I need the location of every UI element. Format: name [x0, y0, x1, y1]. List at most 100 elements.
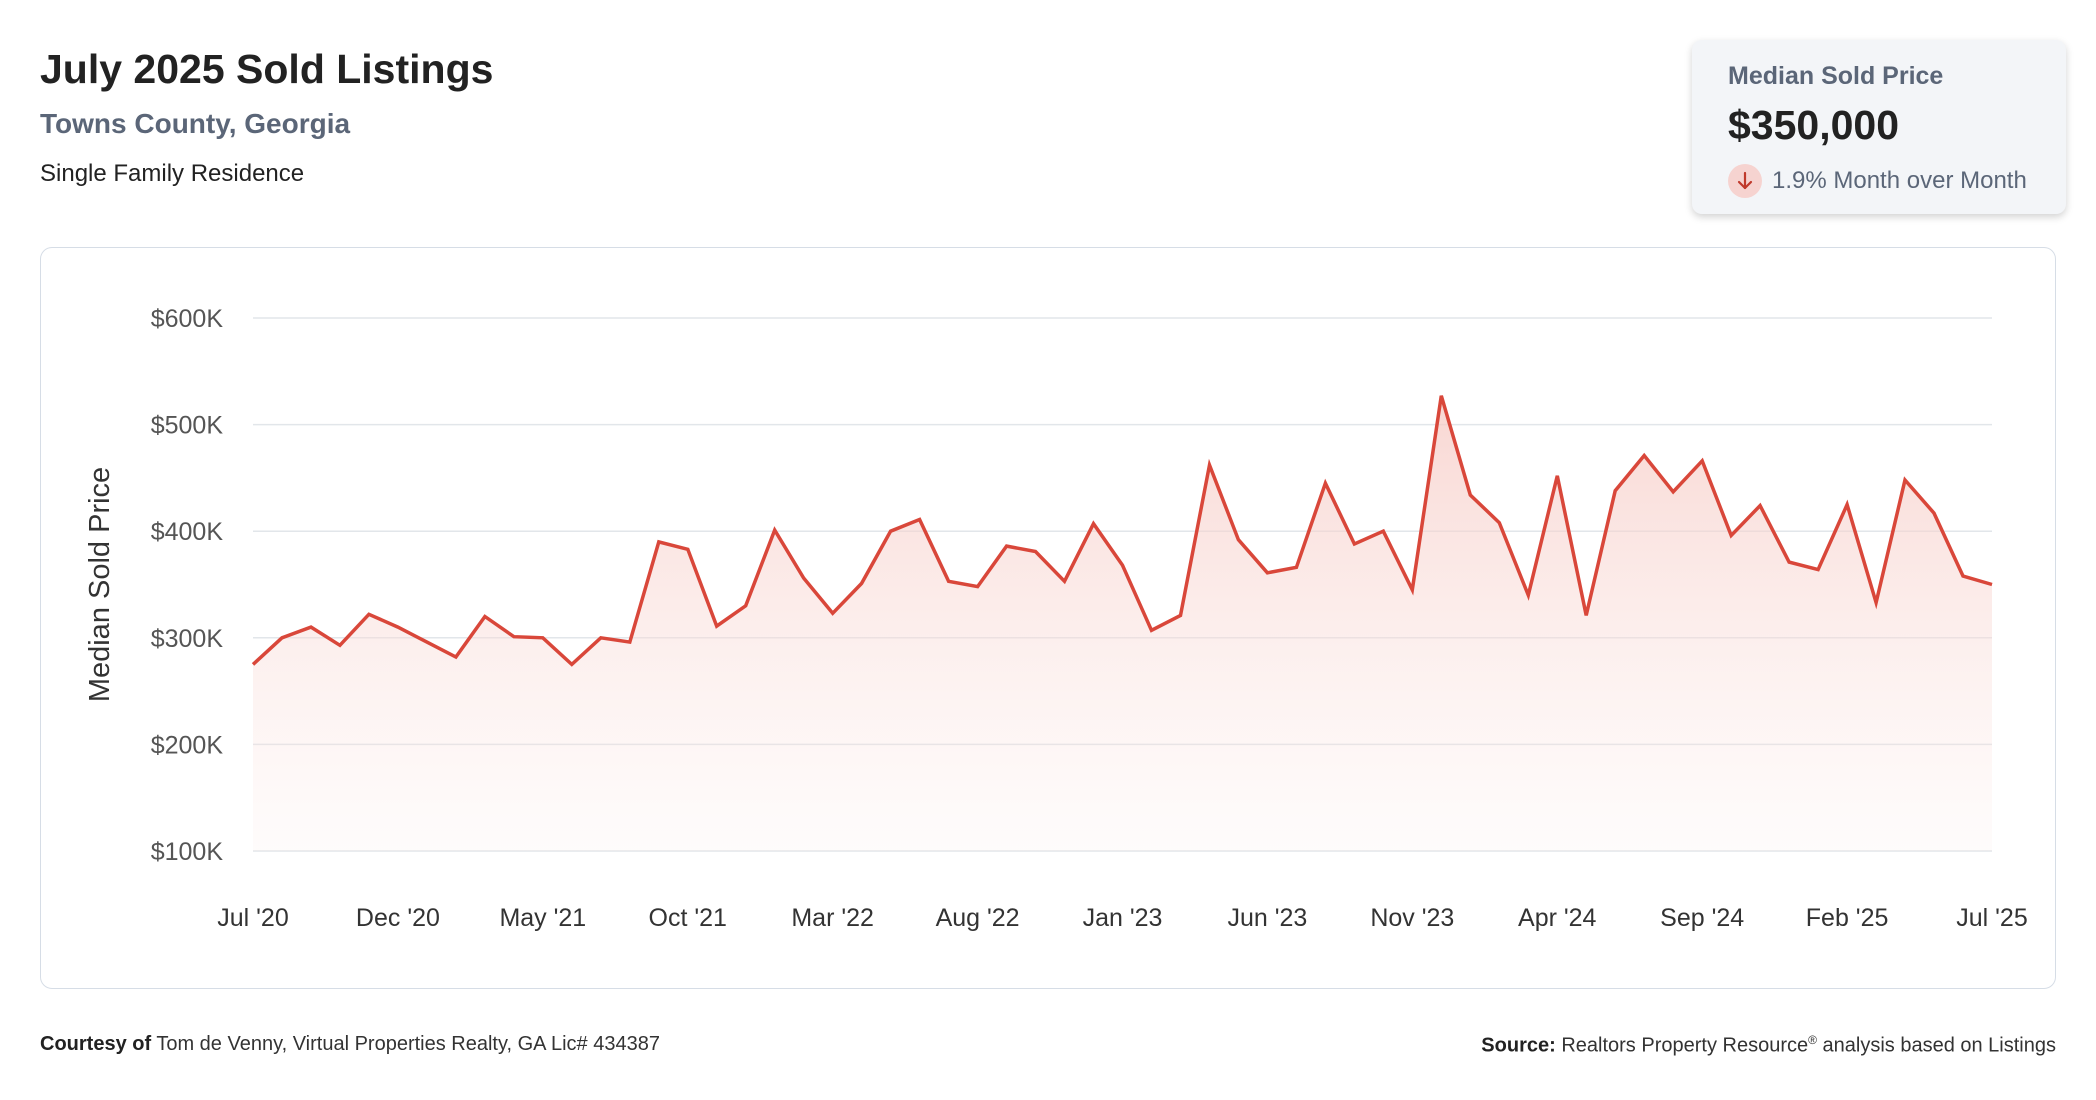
location-subtitle: Towns County, Georgia [40, 108, 351, 139]
chart-container: $100K $200K $300K $400K $500K $600K Jul '20 Dec… [40, 247, 2056, 989]
data-point [947, 579, 951, 583]
data-point [280, 636, 284, 640]
data-point [1092, 522, 1096, 526]
courtesy-label: Courtesy of [40, 1033, 152, 1055]
data-point [1874, 601, 1878, 605]
data-point [512, 635, 516, 639]
data-point [1961, 574, 1965, 578]
data-point [1642, 454, 1646, 458]
data-point [1729, 533, 1733, 537]
y-axis-label: Median Sold Price [84, 467, 116, 702]
source-label: Source: [1481, 1034, 1556, 1057]
data-point [1294, 565, 1298, 569]
data-point [1381, 529, 1385, 533]
data-point [338, 643, 342, 647]
data-point [1439, 394, 1443, 398]
data-point [1700, 459, 1704, 463]
data-point [1034, 549, 1038, 553]
median-price-line [251, 395, 1993, 667]
data-point [657, 540, 661, 544]
y-tick-label: $500K [151, 412, 224, 440]
x-tick-label: Oct '21 [649, 904, 727, 932]
data-point [1323, 481, 1327, 485]
data-point [976, 585, 980, 589]
stat-label: Median Sold Price [1728, 62, 1944, 90]
data-point [1816, 568, 1820, 572]
x-tick-label: Mar '22 [791, 904, 874, 932]
data-point [1845, 503, 1849, 507]
data-point [1063, 579, 1067, 583]
data-point [396, 625, 400, 629]
data-point [918, 517, 922, 521]
data-point [773, 528, 777, 532]
x-tick-label: Feb '25 [1806, 904, 1889, 932]
stat-value: $350,000 [1728, 102, 1900, 148]
data-point [1121, 563, 1125, 567]
source-text: Realtors Property Resource [1561, 1034, 1809, 1057]
data-point [1178, 613, 1182, 617]
data-point [1005, 544, 1009, 548]
median-price-card: Median Sold Price $350,000 1.9% Month ov… [1692, 40, 2066, 214]
data-point [889, 529, 893, 533]
data-point [454, 655, 458, 659]
data-point [541, 636, 545, 640]
data-point [1236, 538, 1240, 542]
registered-mark: ® [1808, 1033, 1817, 1047]
source-footer: Source: Realtors Property Resource® anal… [1481, 1033, 2056, 1058]
x-tick-label: Jun '23 [1227, 904, 1307, 932]
x-tick-label: Sep '24 [1660, 904, 1744, 932]
data-point [1468, 493, 1472, 497]
x-tick-label: Jul '25 [1956, 904, 2027, 932]
courtesy-text: Tom de Venny, Virtual Properties Realty,… [156, 1033, 660, 1055]
data-point [628, 640, 632, 644]
data-point [1265, 571, 1269, 575]
arrow-down-icon [1728, 164, 1762, 198]
data-point [1671, 490, 1675, 494]
x-tick-label: Jul '20 [217, 904, 288, 932]
data-point [251, 662, 255, 666]
data-point [1787, 560, 1791, 564]
median-price-chart: $100K $200K $300K $400K $500K $600K Jul '20 Dec… [84, 305, 2028, 932]
stat-change-text: 1.9% Month over Month [1772, 167, 2027, 194]
data-point [744, 604, 748, 608]
data-point [483, 614, 487, 618]
y-tick-label: $200K [151, 731, 224, 759]
y-tick-label: $400K [151, 518, 224, 546]
data-point [860, 581, 864, 585]
data-point [1497, 521, 1501, 525]
property-type-label: Single Family Residence [40, 160, 305, 187]
data-point [802, 576, 806, 580]
median-price-area [253, 395, 1992, 851]
data-point [1526, 593, 1530, 597]
data-point [1555, 474, 1559, 478]
data-point [1584, 613, 1588, 617]
data-point [1758, 504, 1762, 508]
data-point [1613, 489, 1617, 493]
data-point [1207, 463, 1211, 467]
stat-change: 1.9% Month over Month [1728, 164, 2027, 198]
data-point [309, 625, 313, 629]
data-point [1903, 478, 1907, 482]
data-point [599, 636, 603, 640]
x-tick-label: Nov '23 [1370, 904, 1454, 932]
data-point [1990, 583, 1994, 587]
data-point [367, 612, 371, 616]
data-point [1352, 542, 1356, 546]
data-point [425, 640, 429, 644]
x-tick-label: Aug '22 [936, 904, 1020, 932]
data-point [715, 624, 719, 628]
x-tick-label: Dec '20 [356, 904, 440, 932]
x-tick-label: Apr '24 [1518, 904, 1597, 932]
data-point [570, 662, 574, 666]
x-tick-label: May '21 [499, 904, 586, 932]
data-point [1410, 588, 1414, 592]
data-point [831, 611, 835, 615]
data-point [686, 547, 690, 551]
page-title: July 2025 Sold Listings [40, 46, 494, 92]
y-tick-label: $600K [151, 305, 224, 333]
courtesy-footer: Courtesy of Tom de Venny, Virtual Proper… [40, 1033, 660, 1056]
data-point [1932, 511, 1936, 515]
source-suffix: analysis based on Listings [1816, 1034, 2057, 1057]
data-point [1149, 628, 1153, 632]
y-tick-label: $100K [151, 838, 224, 866]
